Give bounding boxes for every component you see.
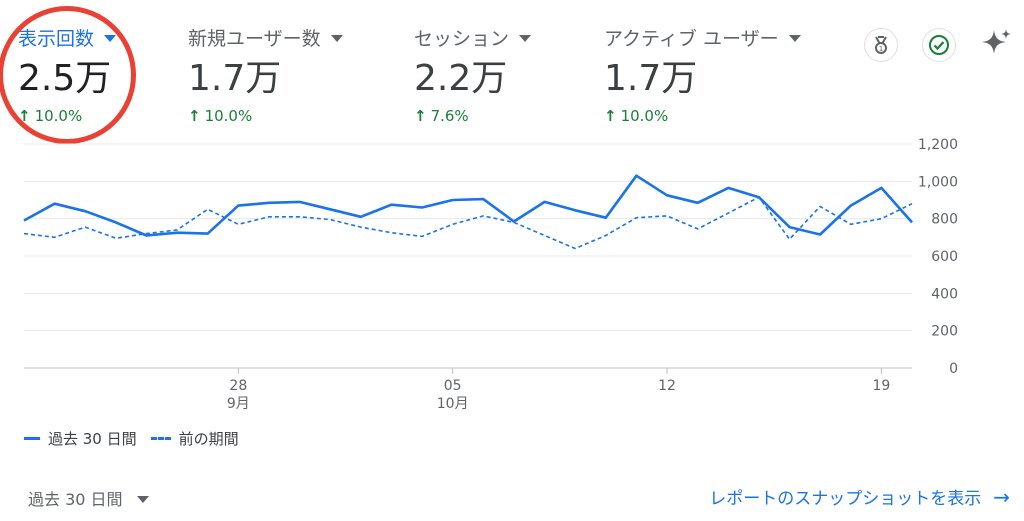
medal-icon[interactable]: 1 — [864, 28, 898, 62]
y-tick-label: 400 — [931, 286, 958, 302]
arrow-up-icon: ↑ — [18, 107, 31, 125]
x-tick-sublabel: 9月 — [227, 396, 250, 412]
x-tick-label: 05 — [444, 378, 462, 394]
x-tick-sublabel: 10月 — [437, 396, 469, 412]
metric-tab-active-users[interactable]: アクティブ ユーザー 1.7万 ↑ 10.0% — [604, 24, 801, 125]
chevron-down-icon — [788, 35, 801, 42]
metric-value: 1.7万 — [604, 58, 698, 99]
solid-line-icon — [24, 437, 40, 440]
y-tick-label: 1,200 — [918, 137, 958, 153]
chevron-down-icon — [104, 35, 117, 42]
metric-tab-sessions[interactable]: セッション 2.2万 ↑ 7.6% — [414, 24, 532, 125]
view-report-snapshot-link[interactable]: レポートのスナップショットを表示 → — [709, 484, 1010, 510]
metric-value: 1.7万 — [188, 58, 282, 99]
metric-change: ↑ 10.0% — [188, 107, 253, 125]
arrow-up-icon: ↑ — [188, 107, 201, 125]
chevron-down-icon — [136, 495, 149, 503]
line-chart: 0 200 400 600 800 1,000 1,200 28 9月 05 10月 12 19 — [23, 137, 958, 412]
metric-label: 新規ユーザー数 — [188, 24, 343, 51]
y-tick-label: 600 — [931, 249, 958, 265]
x-tick-label: 19 — [872, 378, 890, 394]
date-range-label: 過去 30 日間 — [28, 490, 123, 509]
metric-change: ↑ 10.0% — [604, 107, 669, 125]
arrow-up-icon: ↑ — [414, 107, 427, 125]
chart-legend: 過去 30 日間 前の期間 — [24, 428, 253, 449]
check-circle-icon[interactable] — [922, 28, 956, 62]
chevron-down-icon — [519, 35, 532, 42]
metric-change: ↑ 10.0% — [18, 107, 83, 125]
report-link-label: レポートのスナップショットを表示 — [709, 489, 982, 509]
x-tick-label: 28 — [229, 378, 247, 394]
legend-current: 過去 30 日間 — [24, 428, 137, 449]
svg-text:1: 1 — [879, 45, 883, 53]
arrow-right-icon: → — [993, 484, 1010, 509]
dashed-line-icon — [150, 437, 171, 440]
arrow-up-icon: ↑ — [604, 107, 617, 125]
series-line-current — [23, 174, 913, 237]
x-tick-label: 12 — [658, 378, 676, 394]
legend-previous: 前の期間 — [150, 428, 239, 449]
metric-change: ↑ 7.6% — [414, 107, 469, 125]
y-tick-label: 0 — [949, 361, 958, 377]
y-tick-label: 1,000 — [918, 174, 958, 190]
metric-value: 2.2万 — [414, 58, 508, 99]
metric-label: アクティブ ユーザー — [604, 24, 801, 51]
y-tick-label: 200 — [931, 324, 958, 340]
metric-label: セッション — [414, 24, 532, 51]
y-tick-label: 800 — [931, 212, 958, 228]
series-line-previous — [23, 196, 913, 250]
metric-value: 2.5万 — [18, 58, 112, 99]
chevron-down-icon — [330, 35, 343, 42]
date-range-dropdown[interactable]: 過去 30 日間 — [28, 486, 149, 510]
metric-label: 表示回数 — [18, 24, 117, 51]
sparkle-icon[interactable] — [980, 26, 1014, 60]
metric-tab-views[interactable]: 表示回数 2.5万 ↑ 10.0% — [18, 24, 117, 125]
metric-tab-new-users[interactable]: 新規ユーザー数 1.7万 ↑ 10.0% — [188, 24, 343, 125]
